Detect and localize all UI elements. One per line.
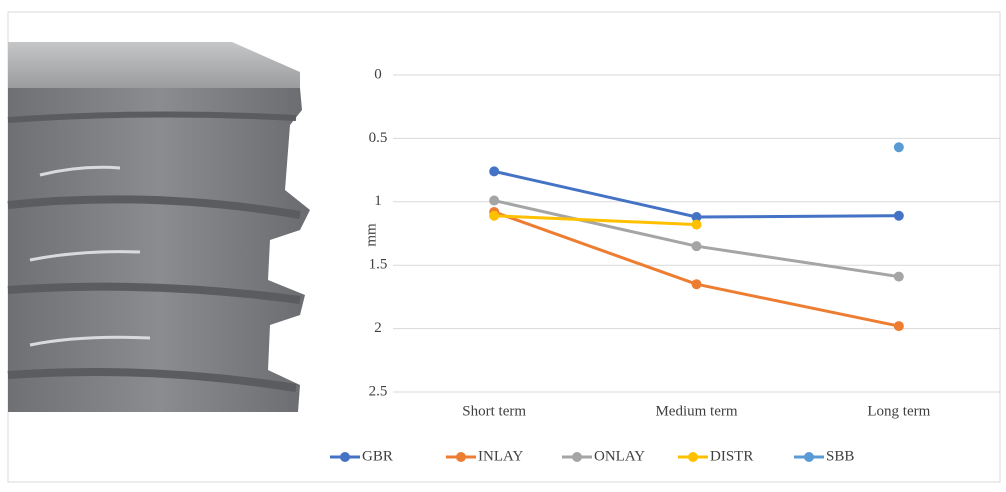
- data-point: [893, 271, 904, 282]
- y-tick-label: 0: [374, 66, 382, 82]
- data-point: [691, 241, 702, 252]
- legend-label: DISTR: [710, 448, 753, 464]
- data-point: [691, 212, 702, 223]
- legend-marker: [688, 452, 698, 462]
- legend-label: INLAY: [478, 448, 523, 464]
- legend-marker: [456, 452, 466, 462]
- legend-marker: [340, 452, 350, 462]
- data-point: [893, 321, 904, 332]
- legend-marker: [572, 452, 582, 462]
- series-line: [494, 214, 697, 227]
- data-point: [893, 210, 904, 221]
- x-tick-label: Short term: [462, 403, 526, 419]
- y-axis-label: mm: [363, 223, 379, 247]
- y-tick-label: 0.5: [369, 130, 388, 146]
- legend-label: SBB: [826, 448, 854, 464]
- data-point: [489, 195, 500, 206]
- data-point: [489, 166, 500, 177]
- data-point: [893, 142, 904, 153]
- data-point: [489, 210, 500, 221]
- y-tick-label: 1: [374, 193, 382, 209]
- data-point: [691, 219, 702, 230]
- legend-label: ONLAY: [594, 448, 645, 464]
- y-tick-label: 2.5: [369, 383, 388, 399]
- implant-image: [7, 42, 310, 412]
- legend-label: GBR: [362, 448, 393, 464]
- y-tick-label: 1.5: [369, 257, 388, 273]
- data-point: [691, 279, 702, 290]
- x-tick-label: Medium term: [655, 403, 737, 419]
- y-tick-label: 2: [374, 320, 382, 336]
- x-tick-label: Long term: [867, 403, 930, 419]
- legend-marker: [804, 452, 814, 462]
- series-line: [493, 169, 899, 219]
